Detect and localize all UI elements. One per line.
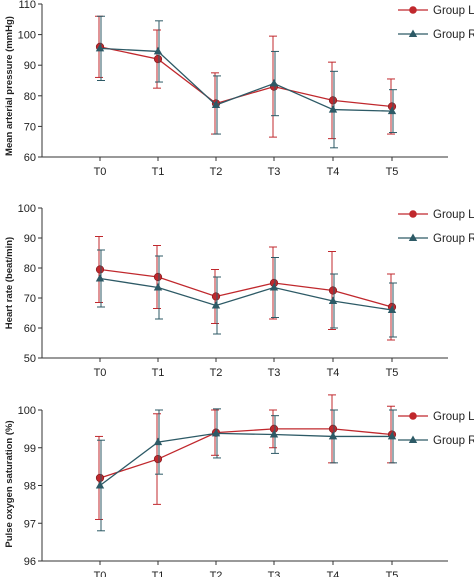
- y-axis-label: Heart rate (beat/min): [4, 237, 15, 329]
- data-point: [95, 43, 105, 52]
- data-point: [328, 424, 338, 433]
- y-tick-label: 50: [24, 353, 36, 365]
- legend: Group L Group R: [398, 411, 474, 447]
- legend-label: Group R: [433, 29, 474, 41]
- series-line: [99, 428, 393, 479]
- data-point: [328, 431, 338, 440]
- y-tick-label: 60: [24, 152, 36, 164]
- data-point: [387, 106, 397, 115]
- x-tick-label: T1: [152, 166, 165, 178]
- y-tick-label: 110: [18, 0, 36, 11]
- x-tick-label: T4: [327, 570, 340, 577]
- data-point: [387, 305, 397, 313]
- series-group-r: [95, 15, 397, 149]
- x-tick-label: T1: [152, 367, 165, 379]
- y-tick-label: 90: [24, 60, 36, 72]
- x-tick-label: T5: [386, 570, 399, 577]
- legend-marker: [409, 412, 417, 420]
- series-line: [99, 432, 392, 487]
- y-tick-label: 96: [24, 556, 36, 568]
- x-tick-label: T3: [268, 166, 281, 178]
- data-point: [328, 96, 338, 105]
- y-tick-label: 80: [24, 91, 36, 103]
- series-line: [99, 46, 393, 108]
- data-point: [153, 283, 163, 291]
- y-tick-label: 97: [24, 518, 36, 530]
- y-tick-label: 70: [24, 121, 36, 133]
- series-group-l: [95, 15, 397, 140]
- y-tick-label: 70: [24, 293, 36, 305]
- legend-label: Group L: [433, 209, 474, 221]
- x-tick-label: T0: [94, 570, 107, 577]
- y-tick-label: 80: [24, 263, 36, 275]
- data-point: [153, 437, 163, 446]
- x-tick-label: T1: [152, 570, 165, 577]
- series-line: [99, 47, 393, 112]
- x-tick-label: T2: [210, 166, 223, 178]
- legend-marker: [408, 435, 418, 443]
- y-tick-label: 98: [24, 481, 36, 493]
- x-tick-label: T4: [327, 367, 340, 379]
- x-tick-label: T3: [268, 367, 281, 379]
- y-axis-label: Mean arterial pressure (mmHg): [4, 16, 15, 156]
- x-tick-label: T4: [327, 166, 340, 178]
- x-tick-label: T2: [210, 367, 223, 379]
- chart-panel-heart-rate: 50 60 70 80 90 100 T0 T1 T2 T3 T4 T5 Heart rate (bea…: [4, 203, 474, 379]
- y-tick-label: 60: [24, 323, 36, 335]
- data-point: [95, 265, 105, 274]
- data-point: [95, 473, 105, 483]
- data-point: [211, 301, 221, 309]
- series-group-r: [95, 408, 397, 532]
- data-point: [211, 292, 221, 301]
- y-tick-label: 99: [24, 443, 36, 455]
- data-point: [95, 481, 105, 489]
- legend-marker: [408, 233, 418, 241]
- y-axis-label: Pulse oxygen saturation (%): [4, 420, 15, 547]
- y-tick-label: 90: [24, 233, 36, 245]
- legend: Group L Group R: [398, 5, 474, 41]
- x-tick-label: T5: [386, 166, 399, 178]
- y-tick-label: 100: [18, 405, 36, 417]
- data-point: [328, 286, 338, 295]
- legend-label: Group R: [433, 435, 474, 447]
- legend-marker: [409, 6, 417, 14]
- series-group-l: [95, 236, 397, 341]
- data-point: [387, 431, 397, 440]
- data-point: [153, 54, 163, 64]
- series-line: [99, 268, 393, 308]
- series-group-r: [95, 249, 397, 338]
- series-line: [99, 277, 393, 311]
- data-point: [153, 46, 163, 55]
- data-point: [269, 79, 279, 87]
- x-tick-label: T0: [94, 367, 107, 379]
- x-tick-label: T3: [268, 570, 281, 577]
- legend-label: Group L: [433, 5, 474, 17]
- data-point: [328, 296, 338, 304]
- data-point: [153, 272, 163, 282]
- x-tick-label: T2: [210, 570, 223, 577]
- chart-panel-pulse-oxygen-saturation: 96 97 98 99 100 T0 T1 T2 T3 T4 T5 Pulse oxygen satu…: [4, 394, 474, 577]
- data-point: [211, 428, 221, 437]
- data-point: [328, 105, 338, 113]
- legend: Group L Group R: [398, 209, 474, 245]
- data-point: [153, 454, 163, 464]
- legend-label: Group R: [433, 233, 474, 245]
- data-point: [95, 274, 105, 282]
- legend-marker: [409, 210, 417, 218]
- data-point: [269, 430, 279, 438]
- y-tick-label: 100: [18, 30, 36, 42]
- y-tick-label: 100: [18, 203, 36, 215]
- series-group-l: [95, 394, 397, 520]
- x-tick-label: T5: [386, 367, 399, 379]
- x-tick-label: T0: [94, 166, 107, 178]
- data-point: [269, 283, 279, 291]
- legend-marker: [408, 29, 418, 37]
- data-point: [211, 100, 221, 108]
- chart-panel-mean-arterial-pressure: 60 70 80 90 100 110 T0 T1 T2 T3 T4 T5 Mean arterial …: [4, 0, 474, 178]
- legend-label: Group L: [433, 411, 474, 423]
